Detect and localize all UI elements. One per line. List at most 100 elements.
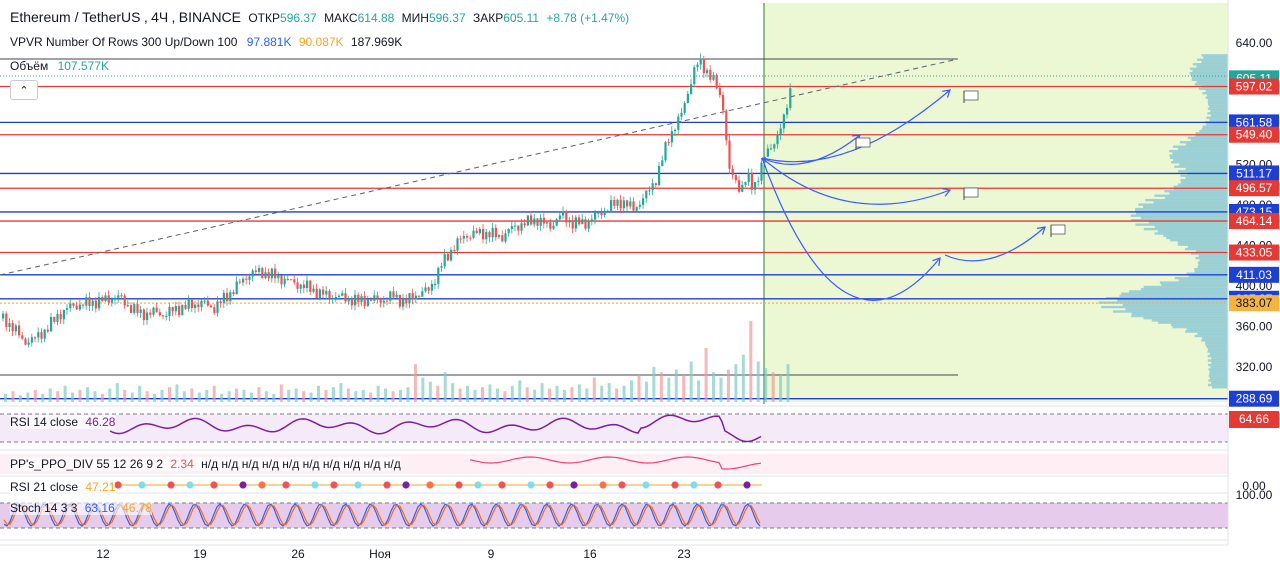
volume-bar-13 xyxy=(100,393,104,402)
candle-body-154 xyxy=(494,227,497,238)
vpvr-bar-61 xyxy=(1195,250,1228,253)
vpvr-bar-95 xyxy=(1180,174,1228,177)
vpvr-bar-41 xyxy=(1119,294,1228,298)
candle-body-239 xyxy=(766,148,769,157)
vpvr-bar-109 xyxy=(1185,143,1228,146)
candle-body-166 xyxy=(533,218,536,225)
interval[interactable]: 4Ч xyxy=(151,9,169,25)
chevron-up-icon: ⌃ xyxy=(19,84,29,97)
projection-curve-3 xyxy=(761,157,941,301)
candle-body-89 xyxy=(286,278,289,280)
candle-body-140 xyxy=(450,250,453,261)
rsi21-dot-9 xyxy=(330,481,338,489)
vpvr-bar-76 xyxy=(1140,216,1228,220)
volume-bar-57 xyxy=(428,381,432,402)
volume-bar-18 xyxy=(138,385,142,402)
price-badge-3 xyxy=(1229,126,1279,143)
candle-body-125 xyxy=(402,298,405,307)
candle-body-82 xyxy=(264,272,267,279)
candle-body-70 xyxy=(226,292,229,302)
candle-body-87 xyxy=(280,275,283,285)
stoch-legend[interactable]: Stoch 14 3 3 63.16 46.78 xyxy=(10,501,153,515)
rsi21-dot-19 xyxy=(570,481,578,489)
close-value: 605.11 xyxy=(503,11,540,25)
vpvr-bar-134 xyxy=(1198,87,1228,90)
time-label-3: Ноя xyxy=(369,547,391,561)
vpvr-bar-146 xyxy=(1201,60,1228,64)
volume-legend[interactable]: Объём 107.577K xyxy=(10,59,109,73)
candle-body-127 xyxy=(408,293,411,304)
candle-body-97 xyxy=(312,288,315,292)
rsi14-value: 46.28 xyxy=(85,415,116,429)
trend-line[interactable] xyxy=(0,58,959,276)
vpvr-bar-50 xyxy=(1188,274,1228,278)
volume-bar-42 xyxy=(317,385,321,402)
candle-body-31 xyxy=(101,296,104,302)
vpvr-bar-56 xyxy=(1197,261,1228,264)
collapse-legend-button[interactable]: ⌃ xyxy=(10,80,38,100)
candle-body-40 xyxy=(130,305,133,313)
time-axis[interactable]: 12 19 26 Ноя 9 16 23 xyxy=(96,547,691,561)
volume-bar-67 xyxy=(503,391,507,402)
candle-body-141 xyxy=(453,250,456,252)
candle-body-56 xyxy=(181,304,184,315)
candle-body-149 xyxy=(478,228,481,234)
candle-body-237 xyxy=(760,162,763,181)
candle-body-218 xyxy=(699,58,702,65)
vpvr-bar-106 xyxy=(1169,149,1228,153)
vpvr-bar-94 xyxy=(1185,176,1228,180)
rsi21-dot-1 xyxy=(138,481,146,489)
price-badge-7 xyxy=(1229,213,1279,230)
vpvr-bar-82 xyxy=(1138,203,1228,206)
rsi21-legend[interactable]: RSI 21 close 47.21 xyxy=(10,480,116,494)
candle-body-138 xyxy=(443,254,446,267)
candle-body-116 xyxy=(373,295,376,301)
vpvr-bar-34 xyxy=(1113,310,1228,313)
candle-body-115 xyxy=(370,298,373,301)
stoch-k-value: 63.16 xyxy=(84,501,115,515)
candle-body-102 xyxy=(328,290,331,299)
time-label-0: 12 xyxy=(96,547,110,561)
rsi21-dot-21 xyxy=(618,481,626,489)
vpvr-bar-66 xyxy=(1170,239,1228,242)
candle-body-122 xyxy=(392,291,395,298)
vpvr-bar-55 xyxy=(1198,263,1228,266)
vpvr-bar-5 xyxy=(1208,374,1228,378)
low-value: 596.37 xyxy=(428,11,466,25)
rsi21-dot-7 xyxy=(282,481,290,489)
ppo-legend[interactable]: PP's_PPO_DIV 55 12 26 9 2 2.34 н/д н/д н… xyxy=(10,457,401,471)
ppo-value: 2.34 xyxy=(170,457,194,471)
vpvr-bar-52 xyxy=(1194,270,1228,273)
vpvr-bar-92 xyxy=(1180,181,1228,184)
vpvr-legend[interactable]: VPVR Number Of Rows 300 Up/Down 100 97.8… xyxy=(10,35,402,49)
stoch-d-value: 46.78 xyxy=(122,501,153,515)
volume-bar-102 xyxy=(764,368,768,402)
candle-body-3 xyxy=(11,323,14,332)
vpvr-bar-130 xyxy=(1205,96,1228,99)
ppo-label: PP's_PPO_DIV 55 12 26 9 2 xyxy=(10,457,164,471)
projection-curve-1 xyxy=(761,134,861,165)
volume-bar-24 xyxy=(182,391,186,402)
projection-arrows xyxy=(761,89,1066,301)
symbol-name[interactable]: Ethereum / TetherUS xyxy=(10,9,141,25)
price-axis-badges: 605.11597.02561.58549.40511.17496.57473.… xyxy=(1229,70,1279,407)
candle-body-9 xyxy=(30,337,33,343)
volume-bar-78 xyxy=(585,388,589,402)
volume-bar-98 xyxy=(734,364,738,402)
candle-body-117 xyxy=(376,295,379,299)
candle-body-30 xyxy=(98,296,101,309)
rsi14-legend[interactable]: RSI 14 close 46.28 xyxy=(10,415,116,429)
candle-body-80 xyxy=(258,268,261,272)
volume-bar-25 xyxy=(190,388,194,402)
vpvr-bar-91 xyxy=(1177,183,1228,186)
volume-bar-4 xyxy=(33,389,37,402)
candle-body-11 xyxy=(37,332,40,338)
volume-bar-0 xyxy=(4,393,7,402)
candle-body-120 xyxy=(386,300,389,302)
candle-body-110 xyxy=(354,294,357,306)
vpvr-bar-26 xyxy=(1186,328,1228,331)
candle-body-34 xyxy=(110,299,113,303)
candle-body-210 xyxy=(674,129,677,132)
